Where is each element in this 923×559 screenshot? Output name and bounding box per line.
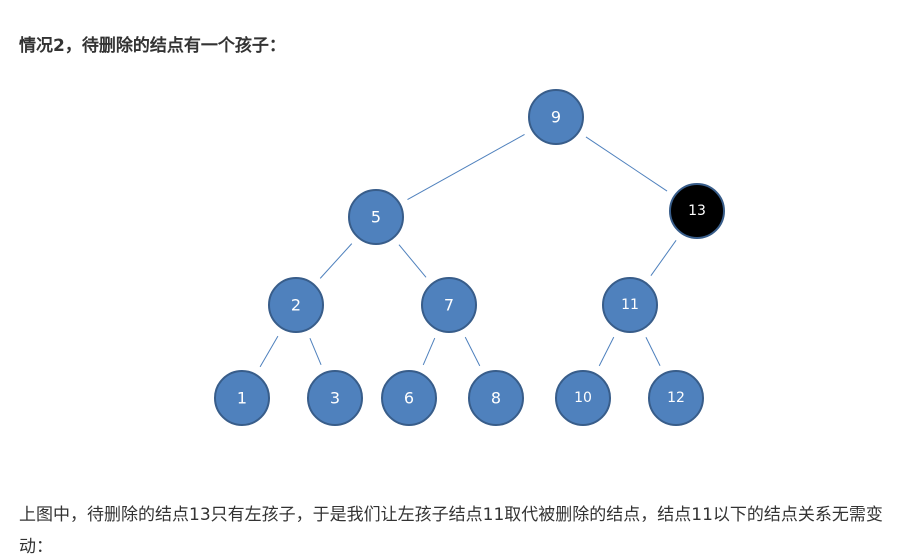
explanation-paragraph: 上图中，待删除的结点13只有左孩子，于是我们让左孩子结点11取代被删除的结点，结…	[19, 505, 883, 557]
tree-node-circle	[555, 370, 611, 426]
tree-node-circle	[669, 183, 725, 239]
tree-node-11: 11	[602, 277, 658, 333]
tree-edge-2-3	[309, 338, 322, 365]
tree-node-circle	[214, 370, 270, 426]
tree-edge-11-12	[645, 337, 661, 366]
tree-node-circle	[307, 370, 363, 426]
tree-node-circle	[648, 370, 704, 426]
tree-node-label: 8	[491, 389, 501, 408]
tree-edge-9-13	[585, 136, 668, 192]
tree-node-circle	[381, 370, 437, 426]
tree-node-2: 2	[268, 277, 324, 333]
tree-node-circle	[528, 89, 584, 145]
tree-edge-9-5	[407, 134, 525, 200]
tree-node-label: 7	[444, 296, 454, 315]
tree-node-circle	[468, 370, 524, 426]
tree-node-circle	[268, 277, 324, 333]
tree-node-label: 11	[621, 297, 639, 313]
tree-edge-7-8	[464, 336, 481, 367]
tree-node-label: 13	[688, 203, 706, 219]
tree-node-label: 2	[291, 296, 301, 315]
tree-node-9: 9	[528, 89, 584, 145]
tree-node-8: 8	[468, 370, 524, 426]
tree-edge-5-2	[319, 243, 353, 279]
tree-node-label: 3	[330, 389, 340, 408]
tree-edges	[259, 134, 677, 368]
tree-node-label: 9	[551, 108, 561, 127]
tree-nodes: 95 132 7 111 3 6 8 10 12	[214, 89, 725, 426]
tree-node-circle	[421, 277, 477, 333]
tree-node-13: 13	[669, 183, 725, 239]
tree-node-5: 5	[348, 189, 404, 245]
tree-edge-11-10	[598, 336, 615, 367]
tree-node-12: 12	[648, 370, 704, 426]
section-heading: 情况2，待删除的结点有一个孩子：	[19, 36, 286, 56]
tree-node-circle	[348, 189, 404, 245]
tree-node-label: 1	[237, 389, 247, 408]
tree-edge-7-6	[422, 337, 436, 366]
tree-node-10: 10	[555, 370, 611, 426]
tree-node-circle	[602, 277, 658, 333]
tree-node-label: 10	[574, 390, 592, 406]
tree-node-3: 3	[307, 370, 363, 426]
tree-edge-13-11	[650, 240, 677, 276]
binary-tree-diagram: 95 132 7 111 3 6 8 10 12	[214, 89, 725, 426]
tree-node-label: 12	[667, 390, 685, 406]
tree-node-7: 7	[421, 277, 477, 333]
tree-edge-2-1	[259, 335, 279, 368]
tree-node-6: 6	[381, 370, 437, 426]
tree-node-label: 5	[371, 208, 381, 227]
tree-edge-5-7	[398, 244, 427, 278]
tree-node-1: 1	[214, 370, 270, 426]
tree-node-label: 6	[404, 389, 414, 408]
